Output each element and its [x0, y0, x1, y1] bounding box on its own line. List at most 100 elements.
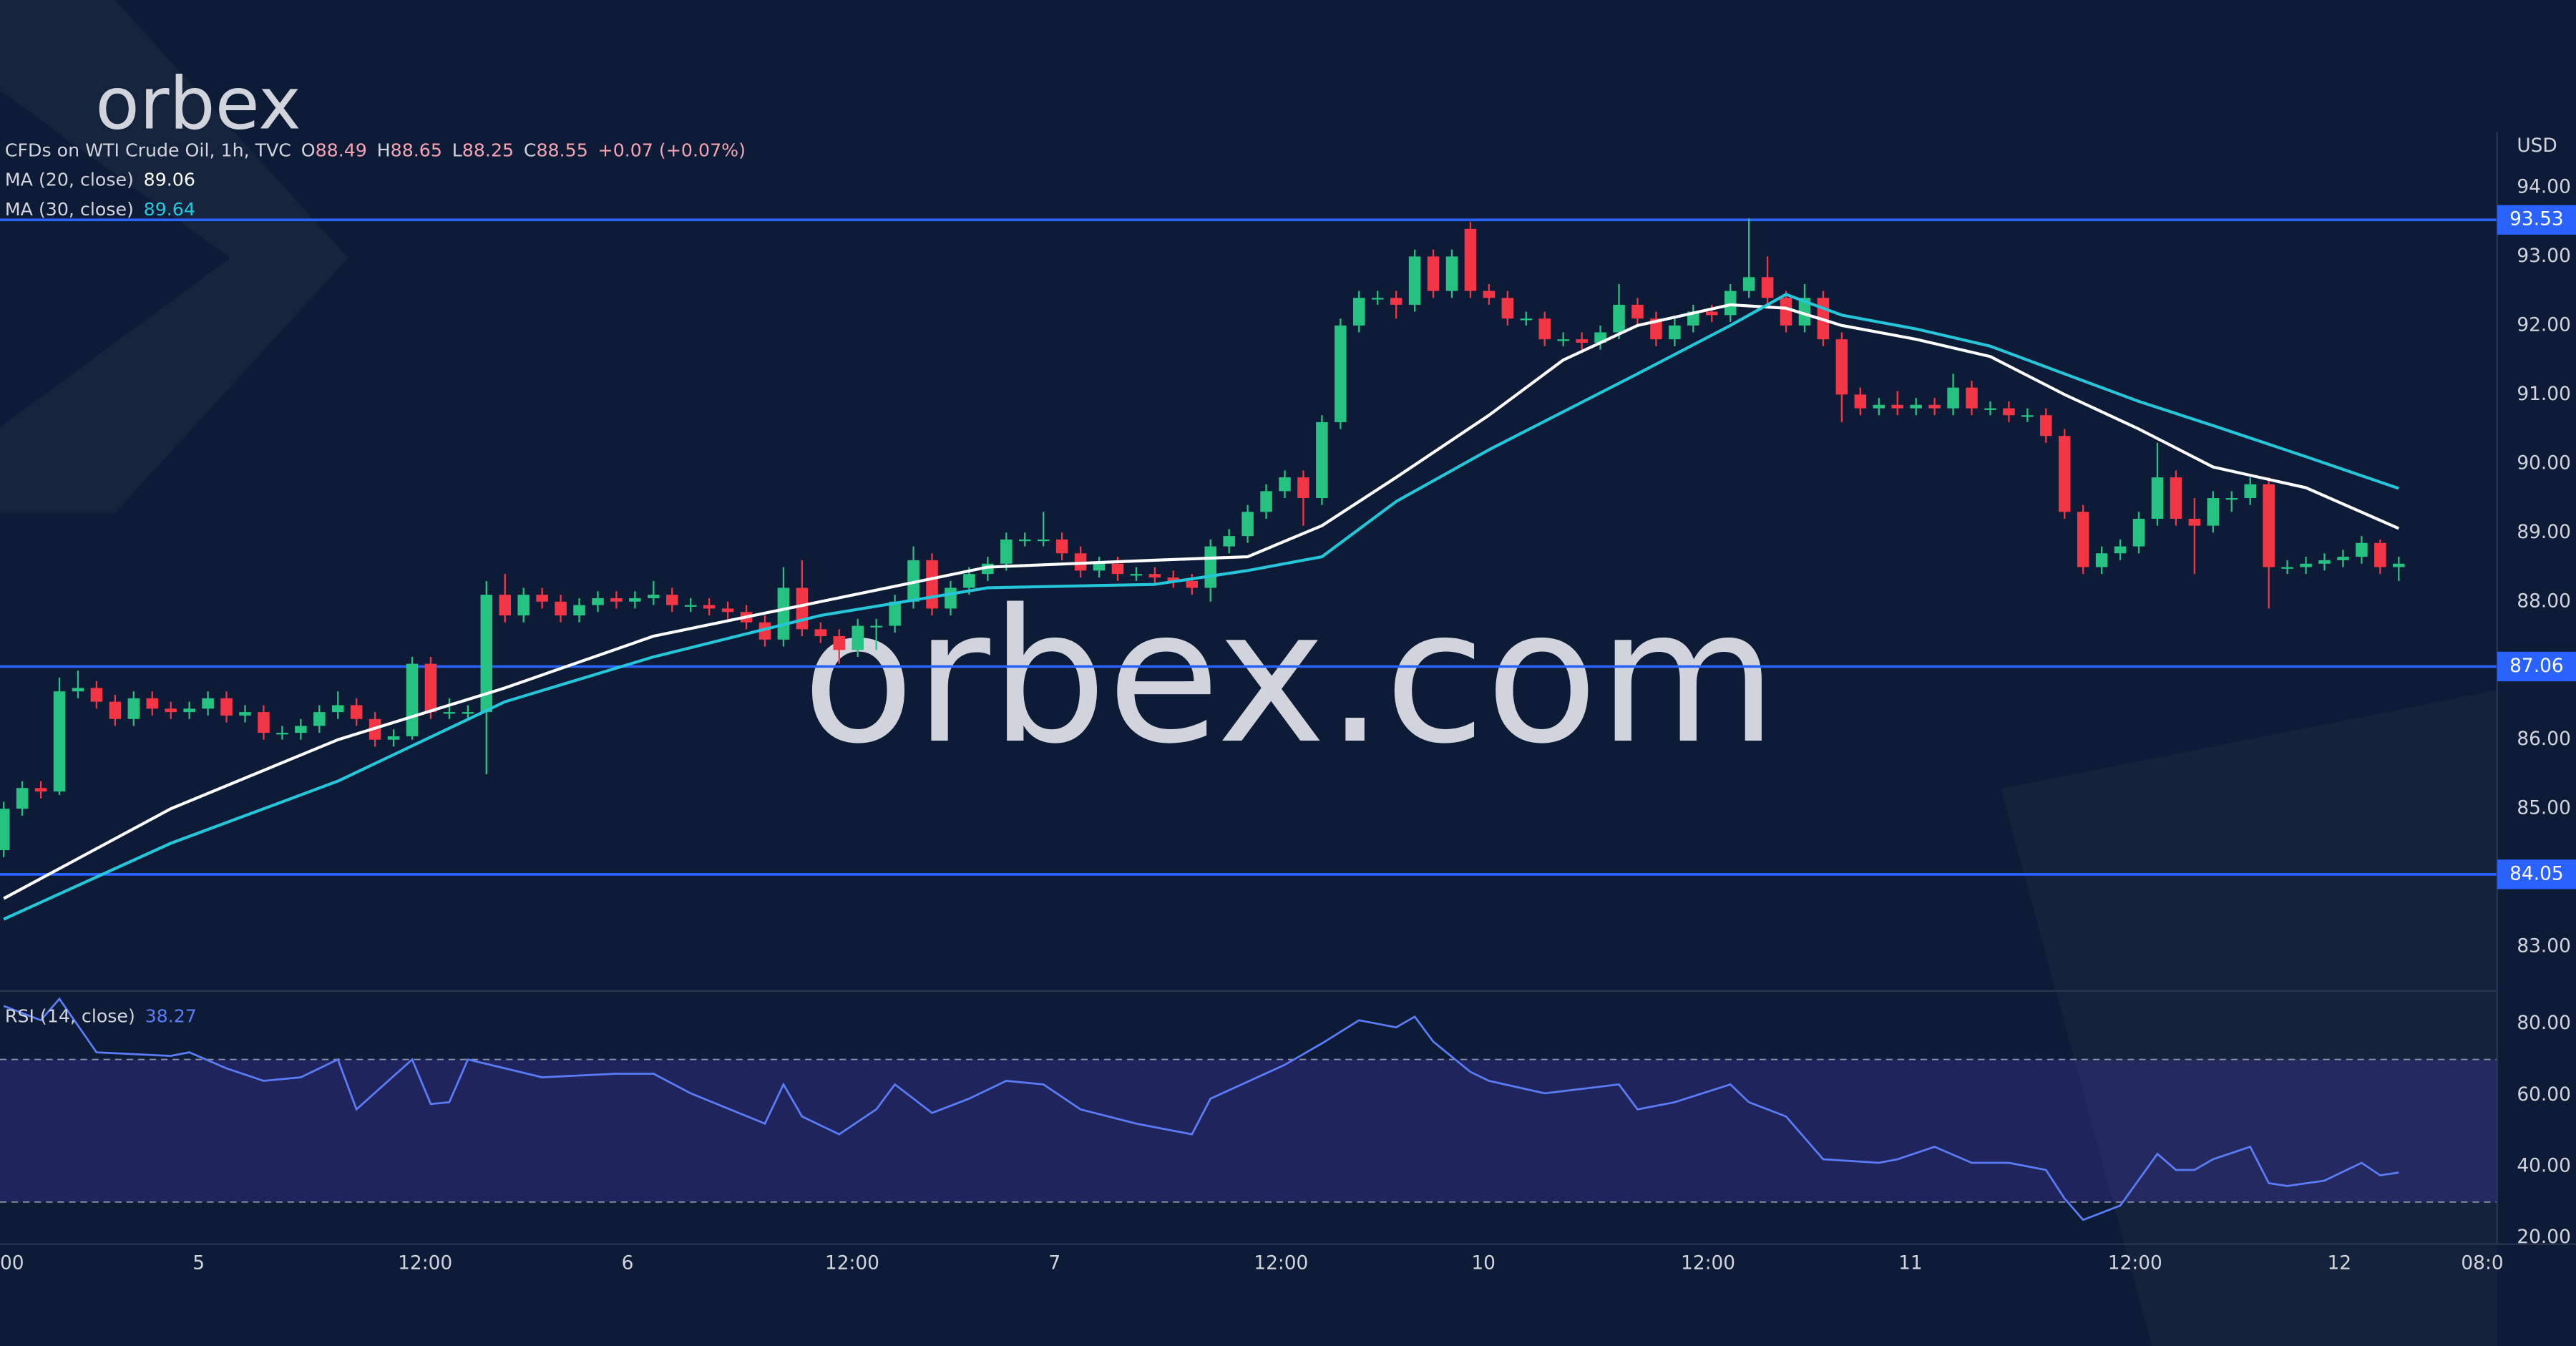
ma-legend: MA (30, close) 89.64 — [5, 199, 195, 220]
candle-body — [499, 595, 512, 616]
y-tick-label: 94.00 — [2517, 175, 2571, 197]
candle-body — [1669, 325, 1681, 340]
y-tick-label: 88.00 — [2517, 590, 2571, 612]
x-tick-label: 12:00 — [2108, 1252, 2162, 1274]
candle-body — [1947, 387, 1959, 409]
candle-body — [313, 712, 326, 726]
candle-body — [109, 701, 122, 719]
candle-body — [1037, 539, 1050, 542]
y-tick-label: 86.00 — [2517, 728, 2571, 750]
candle-body — [2151, 477, 2164, 519]
candle-body — [2170, 477, 2182, 519]
candle-body — [462, 712, 474, 714]
rsi-line — [3, 997, 2399, 1221]
ohlc-label: O — [301, 140, 316, 160]
candle-body — [1130, 574, 1143, 576]
candle-body — [1316, 421, 1328, 499]
candle-body — [1464, 228, 1477, 291]
candle-body — [703, 605, 716, 609]
candle-body — [777, 587, 790, 640]
candle-body — [665, 595, 678, 605]
rsi-tick-label: 80.00 — [2517, 1012, 2571, 1034]
candle-body — [648, 595, 660, 598]
candle-body — [443, 712, 456, 714]
candle-body — [1557, 339, 1569, 341]
candle-body — [1186, 580, 1199, 588]
candle-body — [34, 788, 47, 792]
candle-body — [1018, 539, 1031, 542]
candle-body — [2337, 557, 2349, 560]
candle-body — [2244, 484, 2256, 499]
candle-body — [2040, 415, 2052, 437]
symbol-legend: CFDs on WTI Crude Oil, 1h, TVC O88.49 H88.… — [5, 140, 746, 160]
candle-body — [555, 601, 567, 616]
plot-area — [0, 218, 2497, 1221]
candle-body — [480, 595, 493, 713]
candle-body — [350, 705, 363, 719]
watermark: orbex.com — [802, 570, 1777, 784]
currency: USD — [2517, 135, 2557, 157]
candle-body — [1297, 477, 1309, 499]
candle-body — [1223, 536, 1235, 547]
candle-body — [2132, 518, 2145, 547]
candle-body — [1483, 291, 1496, 298]
candle-body — [2207, 498, 2220, 526]
candle-body — [1501, 298, 1514, 319]
level-label: 93.53 — [2509, 208, 2564, 230]
level-label-bg — [2497, 205, 2576, 235]
x-tick-label: 00 — [0, 1252, 24, 1274]
legend-value: 89.64 — [144, 199, 195, 220]
legend-value: 38.27 — [145, 1006, 197, 1027]
candle-body — [517, 595, 530, 616]
candle-body — [1000, 539, 1013, 564]
y-tick-label: 89.00 — [2517, 521, 2571, 543]
candle-body — [1371, 298, 1384, 300]
candle-body — [220, 698, 233, 716]
level-label: 87.06 — [2509, 655, 2564, 677]
y-tick-label: 93.00 — [2517, 245, 2571, 267]
candle-body — [0, 809, 10, 851]
ma-line — [3, 293, 2399, 921]
candle-body — [1910, 404, 1922, 409]
ohlc-value: 88.65 — [391, 140, 442, 160]
x-tick-label: 12:00 — [1681, 1252, 1735, 1274]
candle-body — [295, 726, 307, 733]
candle-body — [127, 698, 140, 719]
x-tick-label: 12:00 — [398, 1252, 452, 1274]
rsi-tick-label: 40.00 — [2517, 1155, 2571, 1177]
ma-line — [3, 303, 2400, 900]
candle-body — [258, 712, 270, 733]
candle-body — [1408, 256, 1421, 305]
candle-body — [2318, 560, 2331, 564]
candle-body — [1761, 277, 1774, 298]
y-tick-label: 92.00 — [2517, 313, 2571, 336]
x-tick-label: 08:0 — [2461, 1252, 2503, 1274]
candle-body — [758, 622, 771, 640]
change: +0.07 (+0.07%) — [598, 140, 746, 160]
candle-body — [72, 688, 84, 692]
candle-body — [1353, 298, 1365, 326]
candle-body — [1854, 394, 1867, 409]
candle-body — [1148, 574, 1161, 577]
candle-body — [1390, 298, 1402, 305]
candle-body — [202, 698, 214, 709]
candle-body — [721, 608, 734, 613]
candle-body — [276, 733, 288, 735]
candle-body — [2225, 498, 2238, 500]
candle-body — [945, 587, 957, 609]
y-tick-label: 91.00 — [2517, 383, 2571, 405]
candle-body — [2058, 436, 2071, 512]
candle-body — [926, 560, 938, 609]
x-tick-label: 11 — [1898, 1252, 1923, 1274]
legend-value: 89.06 — [144, 170, 195, 190]
candle-body — [2021, 415, 2034, 417]
candle-body — [239, 712, 251, 716]
candle-body — [1520, 318, 1533, 321]
level-label-bg — [2497, 651, 2576, 682]
ohlc-value: 88.55 — [536, 140, 587, 160]
candle-body — [1631, 304, 1644, 319]
candle-body — [1204, 546, 1216, 588]
candle-body — [1928, 404, 1941, 409]
y-tick-label: 85.00 — [2517, 797, 2571, 819]
candle-body — [814, 629, 827, 637]
